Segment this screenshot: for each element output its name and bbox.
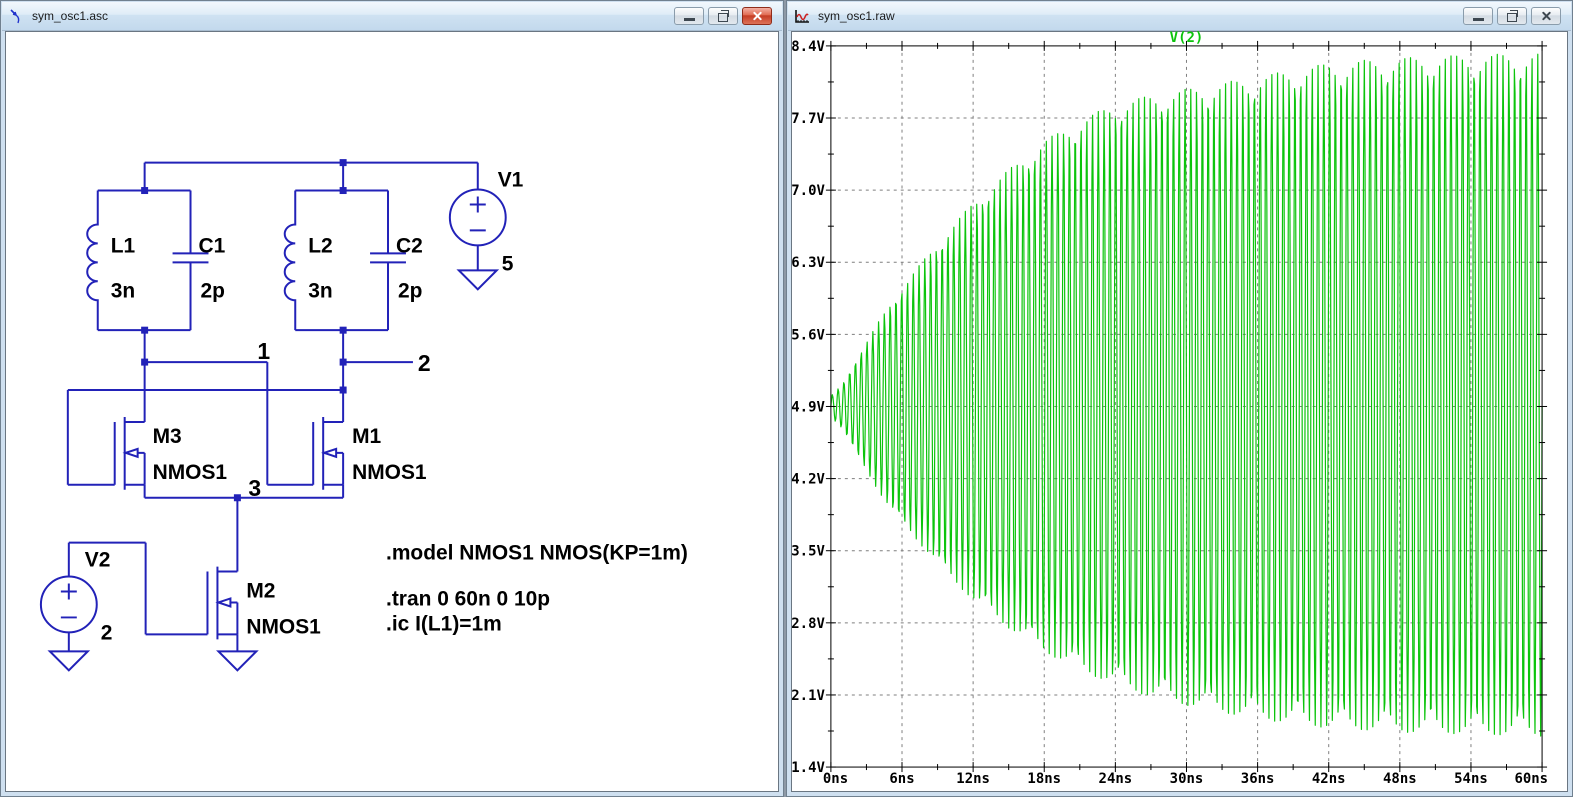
restore-button[interactable] xyxy=(708,7,738,25)
restore-icon xyxy=(1507,13,1517,22)
close-icon xyxy=(752,11,763,22)
minimize-icon xyxy=(1473,18,1484,21)
desktop: { "left_window": { "title": "sym_osc1.as… xyxy=(0,0,1573,797)
waveform-file-icon xyxy=(794,8,811,25)
schematic-file-icon xyxy=(8,8,25,25)
schematic-titlebar[interactable]: sym_osc1.asc xyxy=(2,2,782,31)
minimize-button[interactable] xyxy=(674,7,704,25)
waveform-window: sym_osc1.raw 0ns6ns12ns18ns24ns30ns36ns4… xyxy=(786,0,1573,797)
minimize-icon xyxy=(684,18,695,21)
plot-canvas[interactable] xyxy=(791,31,1568,792)
close-button[interactable] xyxy=(1531,7,1561,25)
window-title: sym_osc1.asc xyxy=(32,9,674,23)
schematic-canvas[interactable] xyxy=(5,31,779,792)
schematic-window: sym_osc1.asc xyxy=(0,0,784,797)
restore-icon xyxy=(718,13,728,22)
waveform-titlebar[interactable]: sym_osc1.raw xyxy=(788,2,1571,31)
restore-button[interactable] xyxy=(1497,7,1527,25)
close-icon xyxy=(1541,11,1552,22)
minimize-button[interactable] xyxy=(1463,7,1493,25)
close-button[interactable] xyxy=(742,7,772,25)
window-title: sym_osc1.raw xyxy=(818,9,1463,23)
